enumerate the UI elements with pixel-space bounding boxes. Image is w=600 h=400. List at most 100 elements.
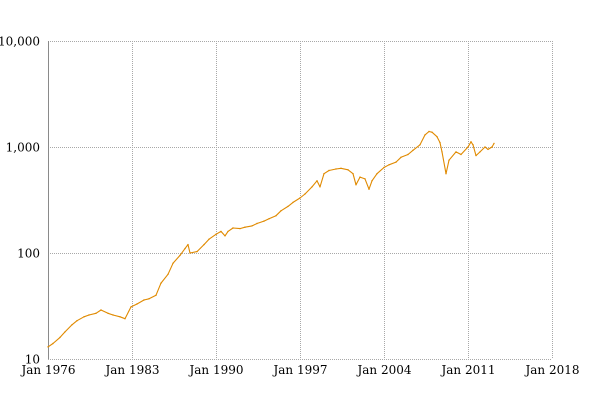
y-tick-label: 10,000: [0, 35, 40, 49]
data-point: [319, 186, 321, 188]
data-point: [83, 316, 85, 318]
data-point: [76, 320, 78, 322]
data-point: [439, 141, 441, 144]
data-point: [160, 282, 162, 284]
data-point: [347, 169, 349, 171]
grid: [48, 41, 553, 360]
data-point: [268, 218, 270, 220]
y-tick-label: 10: [25, 353, 40, 367]
x-tick-label: Jan 2004: [355, 363, 411, 377]
data-point: [400, 156, 402, 158]
data-point: [419, 144, 421, 146]
data-point: [287, 205, 289, 208]
data-point: [232, 227, 234, 229]
data-point: [143, 299, 145, 301]
data-point: [431, 131, 433, 133]
data-point: [472, 144, 474, 146]
x-tick-label: Jan 1976: [19, 363, 75, 377]
data-point: [441, 151, 443, 153]
data-point: [95, 312, 97, 314]
data-point: [364, 178, 366, 180]
data-point: [455, 151, 457, 153]
data-point: [172, 262, 174, 264]
data-point: [64, 331, 66, 333]
data-point: [130, 306, 132, 308]
data-point: [355, 184, 357, 186]
data-point: [227, 230, 229, 233]
data-point: [52, 342, 54, 345]
data-point: [244, 226, 246, 228]
data-point: [47, 346, 49, 348]
data-point: [352, 173, 354, 175]
data-point: [184, 247, 186, 250]
data-point: [136, 303, 138, 305]
data-point: [323, 173, 325, 175]
data-point: [263, 220, 265, 222]
data-point: [189, 252, 191, 254]
data-point: [376, 173, 378, 175]
data-point: [491, 146, 493, 148]
data-point: [179, 254, 181, 257]
x-tick-label: Jan 2011: [439, 363, 495, 377]
data-point: [470, 141, 472, 143]
x-tick-label: Jan 1983: [103, 363, 159, 377]
data-point: [167, 273, 169, 275]
x-tick-label: Jan 1990: [187, 363, 243, 377]
data-point: [460, 153, 462, 156]
data-point: [448, 159, 450, 161]
data-point: [251, 225, 253, 227]
data-point: [368, 188, 370, 190]
data-point: [493, 142, 495, 145]
data-point: [479, 151, 481, 153]
data-point: [280, 210, 282, 212]
data-point: [359, 176, 361, 178]
data-point: [436, 136, 438, 138]
x-axis-ticks: Jan 1976 Jan 1983 Jan 1990 Jan 1997 Jan 2004…: [19, 363, 579, 377]
data-point: [71, 324, 73, 326]
y-tick-label: 100: [17, 247, 40, 261]
data-point: [383, 166, 385, 169]
data-point: [467, 146, 469, 148]
data-point: [407, 153, 409, 156]
data-point: [340, 167, 342, 169]
data-point: [424, 134, 426, 136]
data-point: [335, 168, 337, 170]
data-point: [187, 243, 189, 246]
data-point: [275, 215, 277, 217]
data-point: [88, 314, 90, 316]
y-tick-label: 1,000: [6, 141, 40, 155]
data-point: [487, 148, 489, 151]
y-axis-ticks: 10 100 1,000 10,000: [0, 35, 40, 367]
data-point: [124, 318, 126, 320]
data-point: [239, 227, 241, 230]
data-point: [445, 173, 447, 175]
data-point: [224, 235, 226, 237]
data-point: [316, 180, 318, 182]
x-tick-label: Jan 2018: [523, 363, 579, 377]
series-line: [47, 130, 495, 348]
data-point: [119, 316, 121, 318]
data-point: [59, 336, 61, 339]
data-point: [475, 154, 477, 157]
data-point: [196, 250, 198, 253]
data-point: [371, 180, 373, 182]
data-point: [208, 238, 210, 240]
data-point: [299, 197, 301, 199]
data-point: [148, 298, 150, 300]
data-point: [311, 186, 313, 188]
data-point: [328, 169, 330, 172]
data-point: [484, 146, 486, 148]
data-point: [428, 130, 430, 133]
data-point: [412, 149, 414, 151]
data-point: [388, 164, 390, 166]
data-point: [100, 309, 102, 311]
data-point: [395, 161, 397, 163]
data-point: [292, 201, 294, 204]
data-point: [304, 193, 306, 195]
data-point: [256, 222, 258, 225]
data-point: [220, 230, 222, 233]
series-layer: [47, 130, 495, 348]
data-point: [215, 233, 217, 235]
data-point: [155, 294, 157, 296]
